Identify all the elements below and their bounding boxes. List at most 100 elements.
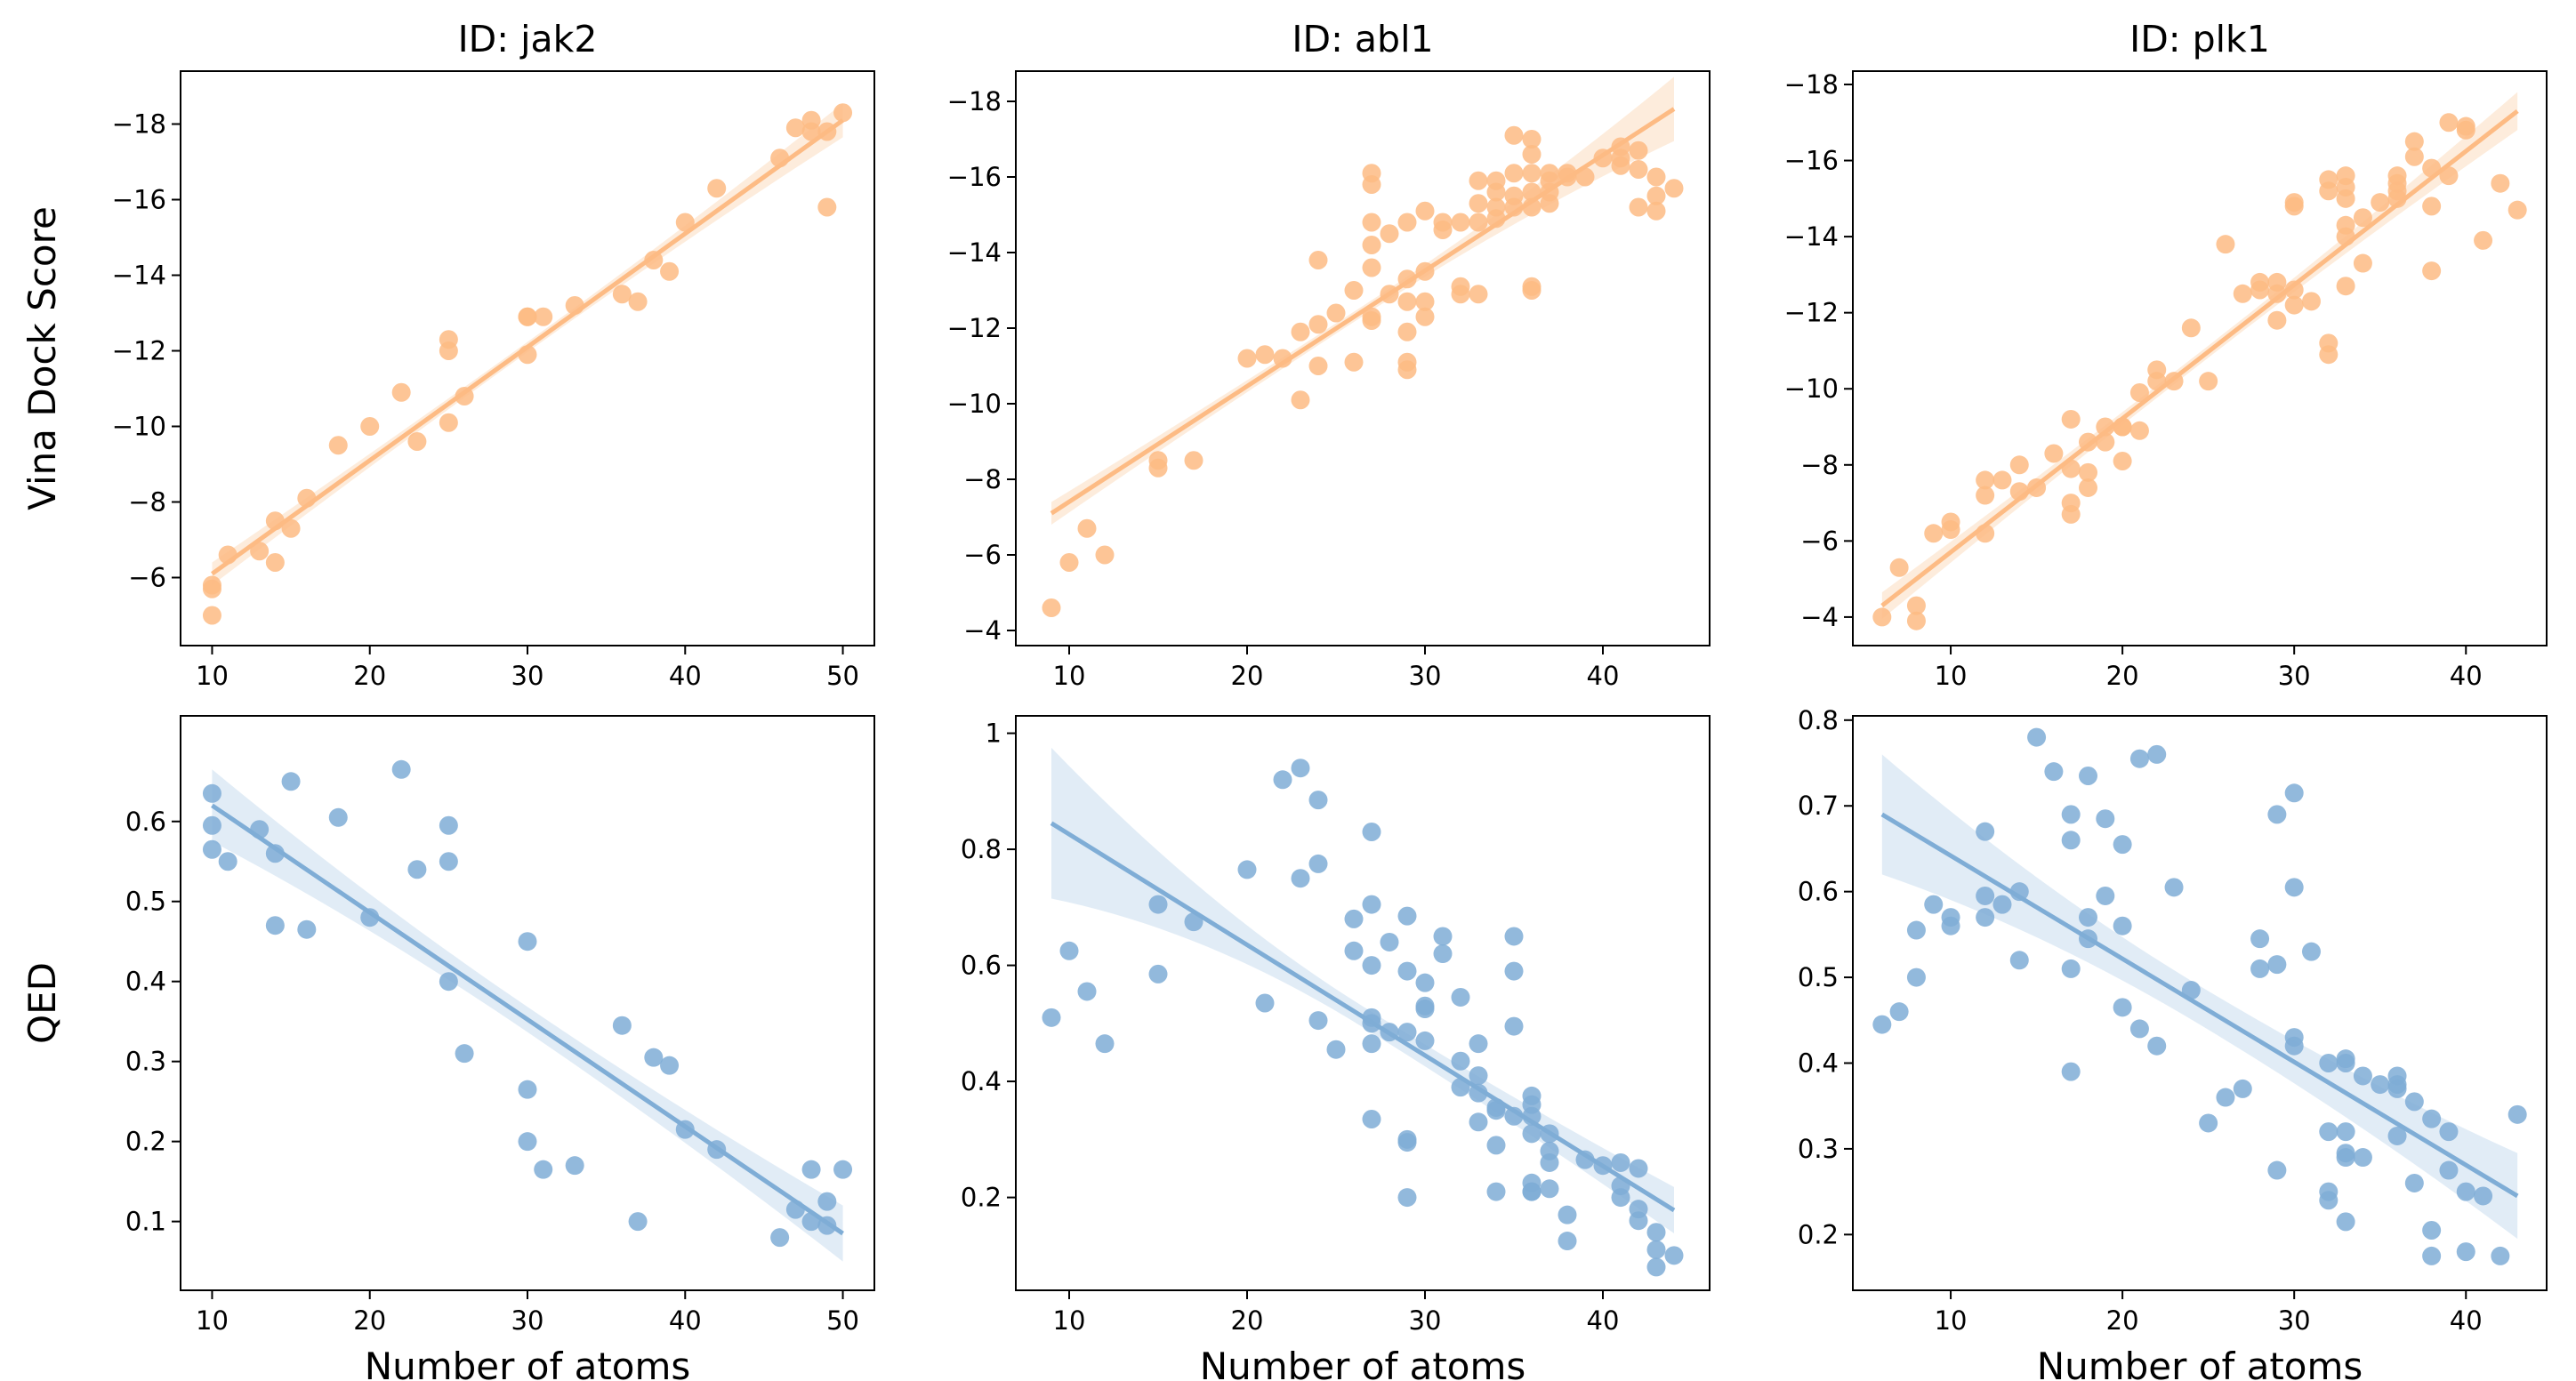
data-point <box>1362 895 1381 914</box>
data-point <box>612 1016 632 1035</box>
data-point <box>2233 284 2252 303</box>
data-point <box>2079 478 2098 497</box>
data-point <box>1558 1232 1577 1251</box>
data-point <box>2319 1191 2339 1210</box>
data-point <box>1148 458 1168 478</box>
confidence-band <box>1051 76 1674 525</box>
x-tick-label: 10 <box>196 661 229 691</box>
data-point <box>1059 941 1079 960</box>
data-point <box>2336 1122 2355 1142</box>
data-point <box>2284 193 2304 213</box>
x-tick-label: 30 <box>511 661 544 691</box>
y-tick-label: 0.3 <box>1798 1134 1839 1164</box>
y-tick-label: −4 <box>1800 602 1839 632</box>
data-point <box>2267 805 2287 824</box>
data-point <box>1486 171 1506 190</box>
data-point <box>1380 932 1399 951</box>
data-point <box>785 118 805 138</box>
y-tick-label: −6 <box>963 540 1002 570</box>
x-tick-label: 10 <box>1053 1305 1086 1336</box>
y-tick-label: 0.6 <box>961 951 1002 981</box>
data-point <box>2404 1173 2424 1192</box>
axes-frame <box>1015 715 1711 1291</box>
y-tick-label: 0.4 <box>1798 1048 1839 1078</box>
data-point <box>1976 470 1995 490</box>
data-point <box>1184 451 1203 470</box>
regression-line <box>210 118 845 576</box>
data-point <box>1059 553 1079 572</box>
data-point <box>1362 956 1381 976</box>
data-point <box>2113 998 2132 1017</box>
y-tick-label: −6 <box>128 563 166 593</box>
data-point <box>1362 164 1381 183</box>
data-point <box>1397 322 1417 341</box>
data-point <box>2474 1186 2493 1206</box>
data-point <box>202 783 221 803</box>
data-point <box>2250 929 2270 949</box>
data-point <box>2439 113 2459 132</box>
data-point <box>2061 805 2081 824</box>
data-point <box>2439 1160 2459 1180</box>
data-point <box>2336 1212 2355 1232</box>
y-tick-label: −16 <box>112 185 166 215</box>
regression-line <box>211 803 844 1236</box>
data-point <box>2404 147 2424 166</box>
x-tick-label: 10 <box>196 1305 229 1336</box>
data-point <box>1148 964 1168 984</box>
data-point <box>2129 383 2149 403</box>
data-point <box>360 908 380 927</box>
data-point <box>1469 194 1488 213</box>
y-tick-label: −8 <box>1800 450 1839 480</box>
data-point <box>1273 770 1292 790</box>
data-point <box>1415 201 1435 221</box>
data-point <box>1469 1083 1488 1103</box>
data-point <box>644 1048 664 1067</box>
data-point <box>1646 167 1666 187</box>
data-point <box>281 518 301 538</box>
data-point <box>2061 494 2081 513</box>
data-point <box>2113 452 2132 471</box>
data-point <box>1308 1011 1328 1031</box>
data-point <box>218 852 237 871</box>
data-point <box>801 1160 821 1179</box>
data-point <box>1540 1152 1559 1172</box>
data-point <box>1344 941 1364 960</box>
data-point <box>2301 292 2321 311</box>
data-point <box>817 1192 837 1211</box>
data-point <box>2284 1036 2304 1056</box>
data-point <box>2079 766 2098 785</box>
panel-5: 10 20 30 40 0.2 0.4 0.6 0.8 1 Number of atoms <box>961 715 1711 1381</box>
x-tick-label: 20 <box>1231 661 1264 691</box>
data-point <box>534 307 553 326</box>
data-point <box>1522 164 1542 183</box>
data-point <box>2404 132 2424 151</box>
x-tick-label: 30 <box>511 1305 544 1336</box>
data-point <box>439 972 458 992</box>
data-point <box>1976 886 1995 905</box>
panel-4: 10 20 30 40 50 0.1 0.2 0.3 0.4 0.5 0.6 Number of at… <box>20 715 875 1381</box>
data-point <box>2456 116 2475 136</box>
data-point <box>2044 762 2064 782</box>
data-point <box>1415 973 1435 992</box>
y-tick-label: −6 <box>1800 526 1839 556</box>
data-point <box>2353 253 2372 273</box>
data-point <box>1889 558 1909 577</box>
data-point <box>1042 598 1061 617</box>
data-point <box>801 122 821 141</box>
panel-2: 10 20 30 40 −4 −6 −8 −10 −12 −14 −16 −18 ID: abl1 <box>947 18 1711 691</box>
panel-1: 10 20 30 40 50 −6 −8 −10 −12 −14 −16 −18 ID: jak2 Vin… <box>20 18 875 691</box>
data-point <box>1415 292 1435 311</box>
data-point <box>1522 130 1542 149</box>
data-point <box>1611 1152 1630 1172</box>
data-point <box>2079 462 2098 482</box>
data-point <box>2216 235 2235 254</box>
data-point <box>2491 173 2510 193</box>
data-point <box>518 307 537 326</box>
data-point <box>1362 1034 1381 1054</box>
data-point <box>1469 1112 1488 1132</box>
y-tick-label: 0.1 <box>125 1207 166 1237</box>
panel-3: 10 20 30 40 −4 −6 −8 −10 −12 −14 −16 −18 ID: plk1 <box>1784 18 2548 691</box>
data-point <box>1611 1188 1630 1208</box>
data-point <box>833 1160 853 1179</box>
